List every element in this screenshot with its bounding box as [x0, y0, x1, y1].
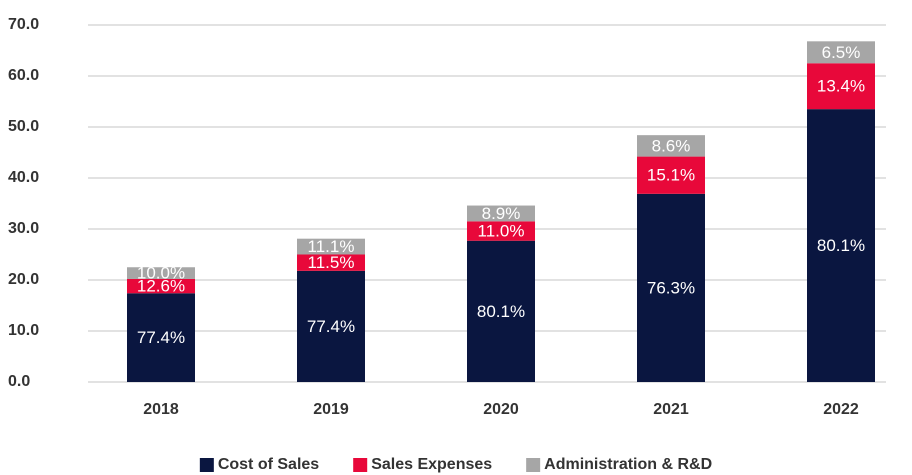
legend-swatch [353, 458, 368, 472]
data-label: 8.9% [482, 204, 521, 223]
y-tick-label: 60.0 [8, 67, 39, 84]
y-tick-label: 10.0 [8, 322, 39, 339]
y-tick-label: 30.0 [8, 220, 39, 237]
bar-segment [127, 278, 195, 294]
data-label: 15.1% [647, 166, 695, 185]
x-tick-label: 2020 [483, 401, 519, 418]
y-tick-label: 20.0 [8, 271, 39, 288]
data-label: 8.6% [652, 136, 691, 155]
data-label: 10.0% [137, 264, 185, 283]
bar-segment [297, 254, 365, 271]
bar-segment [807, 109, 875, 383]
data-label: 77.4% [137, 328, 185, 347]
data-label: 76.3% [647, 278, 695, 297]
y-tick-label: 40.0 [8, 169, 39, 186]
legend-label: Sales Expenses [371, 456, 492, 473]
legend-swatch [526, 458, 541, 472]
data-label: 11.0% [478, 222, 525, 241]
bar-segment [127, 293, 195, 382]
bar-segment [467, 221, 535, 241]
bar-segment [467, 240, 535, 382]
x-tick-label: 2021 [653, 401, 689, 418]
y-tick-label: 70.0 [8, 16, 39, 33]
data-label: 80.1% [817, 236, 865, 255]
data-label: 11.5% [308, 253, 355, 272]
legend-label: Administration & R&D [544, 456, 712, 473]
bar-segment [467, 205, 535, 222]
legend: Cost of Sales Sales Expenses Administratio… [199, 456, 712, 473]
data-label: 13.4% [817, 77, 865, 96]
y-tick-label: 0.0 [8, 373, 30, 390]
bar-segment [807, 41, 875, 64]
bar-segment [127, 267, 195, 279]
bar-segment [637, 135, 705, 157]
data-label: 6.5% [822, 43, 861, 62]
data-label: 80.1% [477, 302, 525, 321]
x-tick-label: 2018 [143, 401, 179, 418]
x-tick-label: 2022 [823, 401, 859, 418]
bar-segment [637, 193, 705, 382]
legend-swatch [199, 458, 214, 472]
data-label: 12.6% [137, 277, 185, 296]
x-tick-label: 2019 [313, 401, 349, 418]
y-tick-label: 50.0 [8, 118, 39, 135]
bar-segment [297, 238, 365, 255]
bar-segment [637, 156, 705, 194]
bar-segment [807, 63, 875, 110]
bar-segment [297, 270, 365, 382]
data-label: 11.1% [308, 237, 355, 256]
data-label: 77.4% [307, 317, 355, 336]
legend-label: Cost of Sales [218, 456, 319, 473]
